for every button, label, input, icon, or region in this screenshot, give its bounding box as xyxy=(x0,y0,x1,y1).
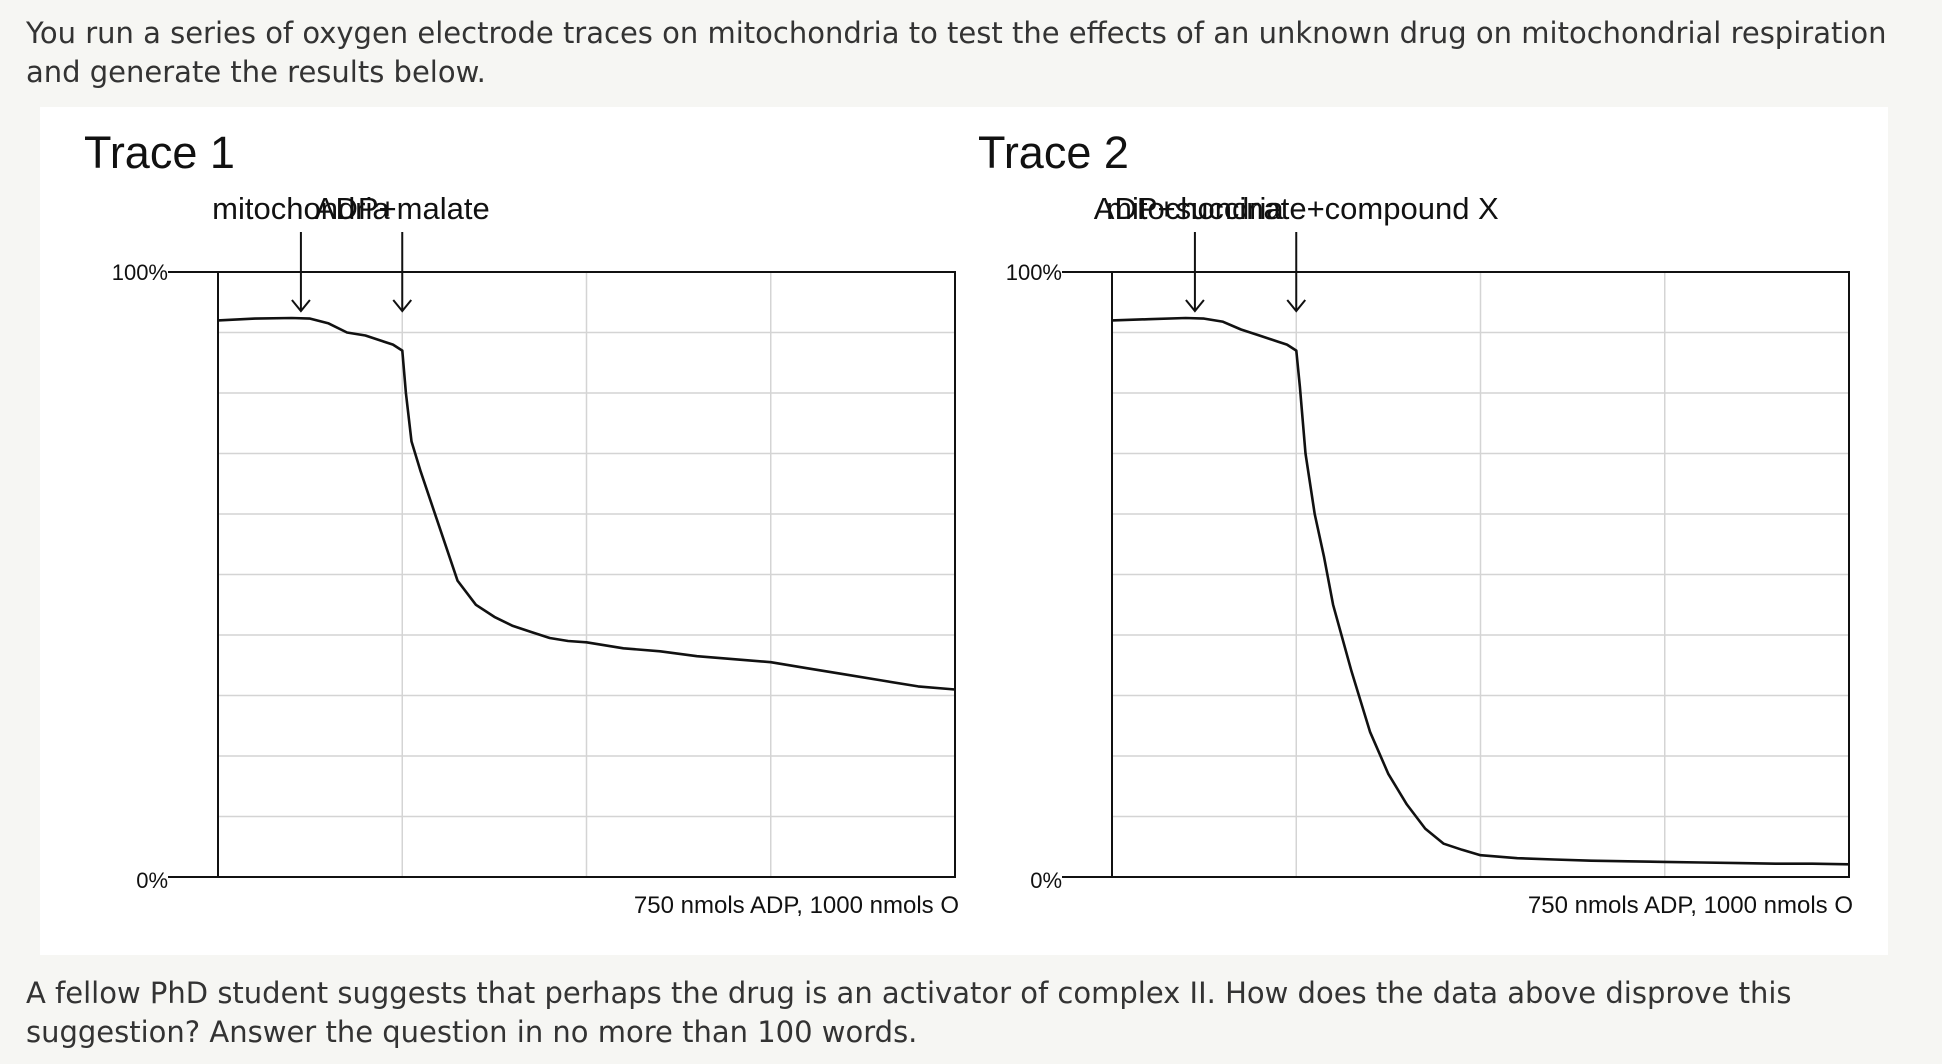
addition-label: ADP+succinate+compound X xyxy=(1094,191,1499,226)
y-tick-label-0: 0% xyxy=(1030,868,1062,893)
arrow-head-icon xyxy=(1185,299,1205,313)
scale-label: 750 nmols ADP, 1000 nmols O xyxy=(634,892,959,919)
trace-title: Trace 2 xyxy=(978,127,1129,178)
question-intro-text: You run a series of oxygen electrode tra… xyxy=(26,16,1887,89)
figure-panel: 100% 0% Trace 1 mitochondria ADP+malate 750 n… xyxy=(40,107,1888,955)
arrow-head-icon xyxy=(392,299,413,313)
y-tick-label-100: 100% xyxy=(1006,260,1062,285)
y-tick-label-100: 100% xyxy=(112,260,168,285)
addition-label: mitochondria xyxy=(212,191,390,226)
oxygen-trace-line xyxy=(217,316,956,691)
arrow-head-icon xyxy=(291,299,311,313)
question-prompt-text: A fellow PhD student suggests that perha… xyxy=(26,976,1792,1049)
trace-title: Trace 1 xyxy=(84,127,235,178)
addition-label: mitochondria xyxy=(1106,191,1284,226)
scale-label: 750 nmols ADP, 1000 nmols O xyxy=(1528,892,1853,919)
arrow-head-icon xyxy=(1286,299,1307,313)
oxygen-trace-line xyxy=(1111,316,1850,866)
addition-label: ADP+malate xyxy=(315,191,490,226)
plot-frame xyxy=(1111,271,1850,878)
plot-frame xyxy=(217,271,956,878)
y-tick-label-0: 0% xyxy=(136,868,168,893)
trace-2-chart: 100% 0% Trace 2 mitochondriaADP+succinate+c… xyxy=(978,127,1853,919)
